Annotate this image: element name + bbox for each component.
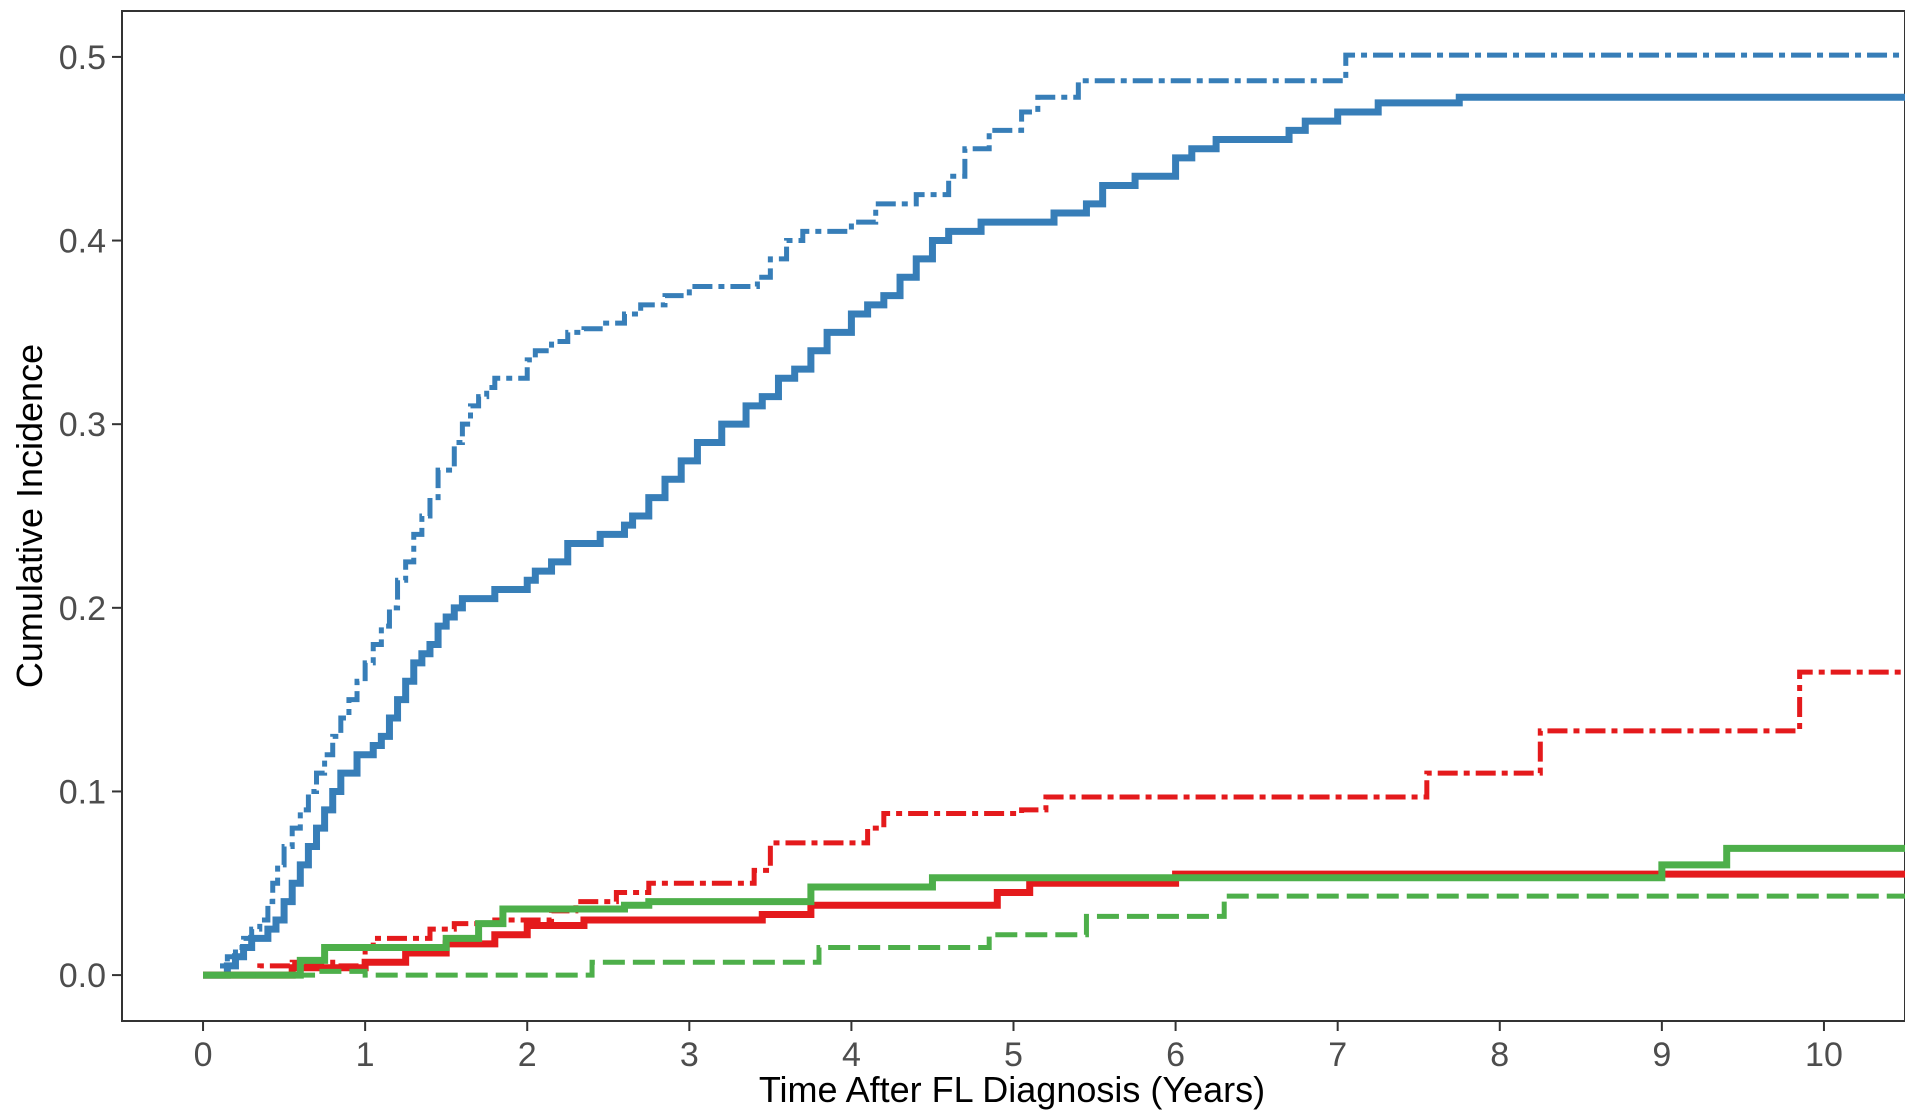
- x-tick-label: 2: [518, 1036, 537, 1074]
- y-tick-label: 0.5: [59, 39, 106, 77]
- plot-panel: [121, 10, 1905, 1022]
- x-tick-label: 6: [1166, 1036, 1185, 1074]
- x-tick-label: 3: [680, 1036, 699, 1074]
- series-line-4: [203, 870, 1905, 979]
- x-axis: 0 1 2 3 4 5 6 7 8 9 10: [194, 1021, 1843, 1074]
- y-tick-label: 0.3: [59, 406, 106, 444]
- x-tick-label: 0: [194, 1036, 213, 1074]
- series-layer: [203, 52, 1905, 979]
- x-tick-label: 9: [1652, 1036, 1671, 1074]
- y-tick-label: 0.4: [59, 223, 106, 261]
- x-tick-label: 4: [842, 1036, 861, 1074]
- series-line-1: [203, 52, 1905, 978]
- y-axis: 0.0 0.1 0.2 0.3 0.4 0.5: [59, 39, 122, 995]
- x-tick-label: 8: [1490, 1036, 1509, 1074]
- x-tick-label: 1: [356, 1036, 375, 1074]
- x-tick-label: 7: [1328, 1036, 1347, 1074]
- x-tick-label: 5: [1004, 1036, 1023, 1074]
- y-tick-label: 0.1: [59, 773, 106, 811]
- series-line-2: [203, 93, 1905, 979]
- y-axis-title: Cumulative Incidence: [9, 344, 50, 688]
- series-line-5: [203, 844, 1905, 979]
- y-tick-label: 0.2: [59, 590, 106, 628]
- series-line-6: [203, 893, 1905, 978]
- x-axis-title: Time After FL Diagnosis (Years): [759, 1069, 1265, 1110]
- y-tick-label: 0.0: [59, 957, 106, 995]
- x-tick-label: 10: [1805, 1036, 1843, 1074]
